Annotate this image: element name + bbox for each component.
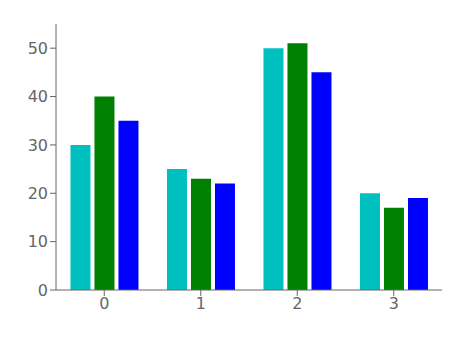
svg-text:50: 50 [28,39,48,58]
svg-text:0: 0 [99,294,109,313]
svg-text:0: 0 [38,281,48,300]
svg-text:20: 20 [28,184,48,203]
svg-text:40: 40 [28,87,48,106]
svg-text:1: 1 [196,294,206,313]
svg-text:10: 10 [28,232,48,251]
svg-text:3: 3 [389,294,399,313]
svg-text:30: 30 [28,136,48,155]
svg-text:2: 2 [292,294,302,313]
